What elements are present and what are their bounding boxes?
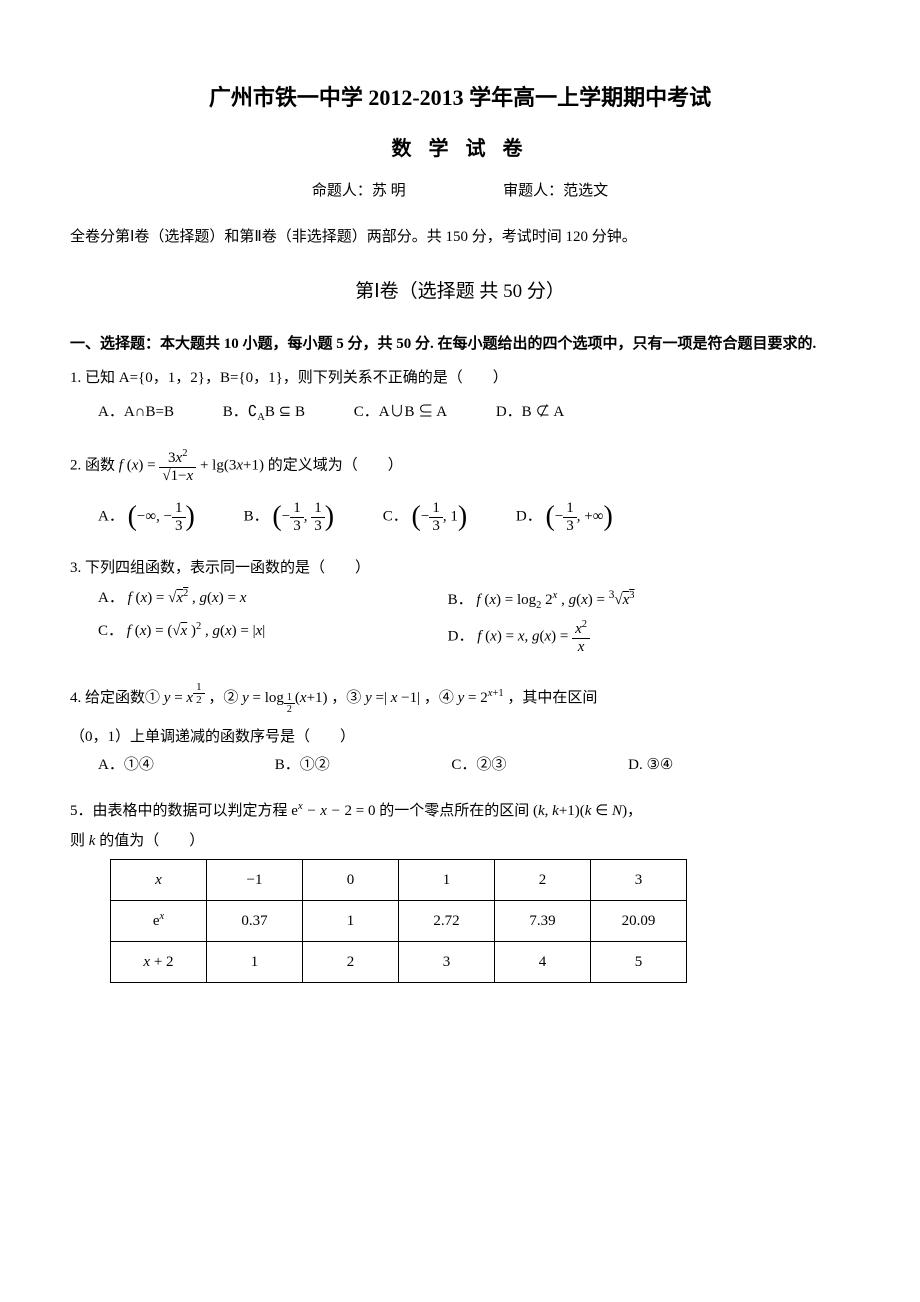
q4-opt-a: A．①④ bbox=[98, 753, 271, 777]
table-row: ex 0.37 1 2.72 7.39 20.09 bbox=[111, 901, 687, 942]
authors-line: 命题人：苏 明 审题人：范选文 bbox=[70, 179, 850, 203]
table-header-x: x bbox=[111, 860, 207, 901]
table-cell: −1 bbox=[207, 860, 303, 901]
section-intro: 一、选择题：本大题共 10 小题，每小题 5 分，共 50 分. 在每小题给出的… bbox=[70, 332, 850, 356]
q4-stem: 4. 给定函数① y = x12 ，② y = log12(x+1) ，③ y … bbox=[70, 681, 850, 715]
q1-opt-a: A．A∩B=B bbox=[98, 400, 174, 424]
table-cell: 7.39 bbox=[495, 901, 591, 942]
question-2: 2. 函数 f (x) = 3x2√1−x + lg(3x+1) 的定义域为（ … bbox=[70, 448, 850, 534]
q5-line2: 则 k 的值为（ ） bbox=[70, 829, 850, 853]
table-cell: 2.72 bbox=[399, 901, 495, 942]
q3-opt-b: B． f (x) = log2 2x , g(x) = 3√x3 bbox=[448, 586, 794, 615]
section-header: 第Ⅰ卷（选择题 共 50 分） bbox=[70, 277, 850, 307]
q4-opt-d: D. ③④ bbox=[628, 753, 801, 777]
q3-opt-a: A． f (x) = √x2 , g(x) = x bbox=[98, 586, 444, 610]
table-row: x + 2 1 2 3 4 5 bbox=[111, 942, 687, 983]
q2-stem: 2. 函数 f (x) = 3x2√1−x + lg(3x+1) 的定义域为（ … bbox=[70, 448, 850, 484]
table-cell: 0 bbox=[303, 860, 399, 901]
q1-opt-b: B．∁AB ⊆ B bbox=[223, 400, 305, 427]
q5-stem: 5．由表格中的数据可以判定方程 ex − x − 2 = 0 的一个零点所在的区… bbox=[70, 799, 850, 823]
q2-options: A． (−∞, −13) B． (−13, 13) C． (−13, 1) D．… bbox=[70, 500, 850, 534]
page-title: 广州市铁一中学 2012-2013 学年高一上学期期中考试 bbox=[70, 80, 850, 115]
table-cell: 0.37 bbox=[207, 901, 303, 942]
author-label: 命题人：苏 明 bbox=[312, 179, 406, 203]
q3-opt-d: D． f (x) = x, g(x) = x2x bbox=[448, 619, 794, 655]
table-cell: 4 bbox=[495, 942, 591, 983]
question-3: 3. 下列四组函数，表示同一函数的是（ ） A． f (x) = √x2 , g… bbox=[70, 556, 850, 659]
q1-stem: 1. 已知 A={0，1，2}，B={0，1}，则下列关系不正确的是（ ） bbox=[70, 366, 850, 390]
q4-opt-b: B．①② bbox=[275, 753, 448, 777]
q4-options: A．①④ B．①② C．②③ D. ③④ bbox=[70, 753, 850, 777]
table-header-xp2: x + 2 bbox=[111, 942, 207, 983]
table-cell: 3 bbox=[591, 860, 687, 901]
question-1: 1. 已知 A={0，1，2}，B={0，1}，则下列关系不正确的是（ ） A．… bbox=[70, 366, 850, 427]
table-header-ex: ex bbox=[111, 901, 207, 942]
q3-opt-c: C． f (x) = (√x )2 , g(x) = |x| bbox=[98, 619, 444, 643]
table-cell: 1 bbox=[303, 901, 399, 942]
page-subtitle: 数 学 试 卷 bbox=[70, 133, 850, 165]
exam-instructions: 全卷分第Ⅰ卷（选择题）和第Ⅱ卷（非选择题）两部分。共 150 分，考试时间 12… bbox=[70, 225, 850, 249]
q1-opt-c: C．A∪B ⊆ A bbox=[354, 400, 447, 424]
q2-opt-b: B． (−13, 13) bbox=[244, 500, 334, 534]
q5-table: x −1 0 1 2 3 ex 0.37 1 2.72 7.39 20.09 x… bbox=[110, 859, 687, 983]
q1-options: A．A∩B=B B．∁AB ⊆ B C．A∪B ⊆ A D．B ⊄ A bbox=[70, 400, 850, 427]
reviewer-label: 审题人：范选文 bbox=[503, 179, 608, 203]
q4-opt-c: C．②③ bbox=[451, 753, 624, 777]
q4-line2: （0，1）上单调递减的函数序号是（ ） bbox=[70, 725, 850, 749]
table-cell: 2 bbox=[303, 942, 399, 983]
q2-opt-c: C． (−13, 1) bbox=[383, 500, 467, 534]
table-cell: 2 bbox=[495, 860, 591, 901]
table-cell: 20.09 bbox=[591, 901, 687, 942]
q2-opt-a: A． (−∞, −13) bbox=[98, 500, 195, 534]
q1-opt-d: D．B ⊄ A bbox=[496, 400, 564, 424]
table-cell: 3 bbox=[399, 942, 495, 983]
question-5: 5．由表格中的数据可以判定方程 ex − x − 2 = 0 的一个零点所在的区… bbox=[70, 799, 850, 983]
q2-opt-d: D． (−13, +∞) bbox=[516, 500, 613, 534]
question-4: 4. 给定函数① y = x12 ，② y = log12(x+1) ，③ y … bbox=[70, 681, 850, 777]
q3-stem: 3. 下列四组函数，表示同一函数的是（ ） bbox=[70, 556, 850, 580]
table-cell: 1 bbox=[399, 860, 495, 901]
table-cell: 5 bbox=[591, 942, 687, 983]
table-row: x −1 0 1 2 3 bbox=[111, 860, 687, 901]
table-cell: 1 bbox=[207, 942, 303, 983]
